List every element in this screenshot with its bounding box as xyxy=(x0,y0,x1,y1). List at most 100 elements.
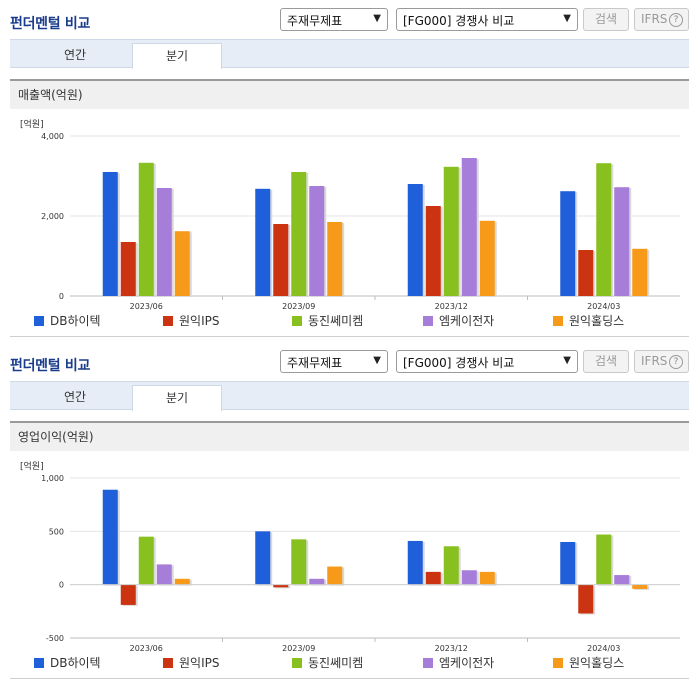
period-tabs: 연간 분기 xyxy=(10,381,689,411)
tab-quarter[interactable]: 분기 xyxy=(132,385,222,411)
bar[interactable] xyxy=(327,222,343,296)
bar[interactable] xyxy=(407,540,423,585)
bar[interactable] xyxy=(174,231,190,296)
legend-swatch xyxy=(292,658,302,668)
bar[interactable] xyxy=(614,187,630,296)
bar[interactable] xyxy=(309,578,325,585)
ifrs-button[interactable]: IFRS? xyxy=(634,8,689,31)
bar[interactable] xyxy=(614,575,630,585)
bar[interactable] xyxy=(273,224,289,296)
bar[interactable] xyxy=(120,242,136,296)
unit-label: [억원] xyxy=(20,462,44,472)
tab-quarter[interactable]: 분기 xyxy=(132,43,222,69)
bar[interactable] xyxy=(479,220,495,296)
section-title: 펀더멘털 비교 xyxy=(10,16,91,32)
unit-label: [억원] xyxy=(20,120,44,130)
x-tick-label: 2024/03 xyxy=(587,644,620,653)
bar[interactable] xyxy=(156,564,172,585)
bar[interactable] xyxy=(425,206,441,296)
operating-profit-chart: -500 0 500 1,000 2023/06 2023/09 2023/12 2024/0… xyxy=(41,474,680,653)
bar[interactable] xyxy=(327,566,343,585)
bar[interactable] xyxy=(560,542,576,585)
bar[interactable] xyxy=(479,571,495,585)
y-tick-label: -500 xyxy=(46,634,64,643)
compare-select[interactable]: [FG000] 경쟁사 비교 ▼ xyxy=(396,8,578,31)
legend-item[interactable]: 동진쎄미켐 xyxy=(292,313,363,331)
legend-swatch xyxy=(423,316,433,326)
legend-item[interactable]: DB하이텍 xyxy=(34,655,101,673)
bar[interactable] xyxy=(255,531,271,585)
bar[interactable] xyxy=(632,584,648,589)
bar[interactable] xyxy=(156,188,172,296)
tab-annual[interactable]: 연간 xyxy=(63,48,87,62)
legend-item[interactable]: 엠케이전자 xyxy=(423,313,494,331)
compare-select[interactable]: [FG000] 경쟁사 비교 ▼ xyxy=(396,350,578,373)
y-tick-label: 500 xyxy=(49,527,64,536)
operating-profit-section: 펀더멘털 비교 주재무제표 ▼ [FG000] 경쟁사 비교 ▼ 검색 IFRS? … xyxy=(0,342,696,684)
help-icon[interactable]: ? xyxy=(669,355,683,369)
bar[interactable] xyxy=(596,534,612,585)
bar[interactable] xyxy=(138,536,154,585)
legend-item[interactable]: 엠케이전자 xyxy=(423,655,494,673)
divider xyxy=(10,336,689,337)
bar[interactable] xyxy=(578,250,594,296)
bar[interactable] xyxy=(596,163,612,296)
bar[interactable] xyxy=(309,186,325,296)
legend-swatch xyxy=(292,316,302,326)
search-button[interactable]: 검색 xyxy=(583,350,629,373)
bar[interactable] xyxy=(102,489,118,585)
divider xyxy=(10,678,689,679)
bar[interactable] xyxy=(461,570,477,585)
bar[interactable] xyxy=(255,188,271,296)
x-tick-label: 2023/06 xyxy=(130,644,163,653)
bar[interactable] xyxy=(632,248,648,296)
legend-swatch xyxy=(423,658,433,668)
legend-label: 엠케이전자 xyxy=(439,314,495,328)
bar[interactable] xyxy=(102,172,118,296)
legend-item[interactable]: 원익IPS xyxy=(163,313,219,331)
tab-annual[interactable]: 연간 xyxy=(63,390,87,404)
bar[interactable] xyxy=(425,571,441,585)
chevron-down-icon: ▼ xyxy=(373,355,381,366)
sales-section: 펀더멘털 비교 주재무제표 ▼ [FG000] 경쟁사 비교 ▼ 검색 IFRS? … xyxy=(10,8,689,337)
legend-swatch xyxy=(163,316,173,326)
legend-swatch xyxy=(553,658,563,668)
bar[interactable] xyxy=(443,166,459,296)
statement-type-select[interactable]: 주재무제표 ▼ xyxy=(280,8,388,31)
legend-item[interactable]: 동진쎄미켐 xyxy=(292,655,363,673)
bar[interactable] xyxy=(120,584,136,605)
legend-item[interactable]: DB하이텍 xyxy=(34,313,101,331)
bar[interactable] xyxy=(443,546,459,585)
statement-type-select[interactable]: 주재무제표 ▼ xyxy=(280,350,388,373)
bar[interactable] xyxy=(560,191,576,296)
legend-swatch xyxy=(34,658,44,668)
legend-item[interactable]: 원익홀딩스 xyxy=(553,655,624,673)
bar[interactable] xyxy=(291,172,307,296)
y-tick-label: 0 xyxy=(59,292,64,301)
bar[interactable] xyxy=(578,584,594,614)
legend-item[interactable]: 원익IPS xyxy=(163,655,219,673)
bar[interactable] xyxy=(174,578,190,585)
section-title: 펀더멘털 비교 xyxy=(10,358,91,374)
chevron-down-icon: ▼ xyxy=(563,13,571,24)
sales-chart: 0 2,000 4,000 2023/06 2023/09 2023/12 2024/03 xyxy=(41,132,680,311)
ifrs-button[interactable]: IFRS? xyxy=(634,350,689,373)
bar[interactable] xyxy=(273,584,289,588)
legend-label: DB하이텍 xyxy=(50,656,101,670)
bar[interactable] xyxy=(461,158,477,296)
bar[interactable] xyxy=(407,184,423,296)
legend-label: DB하이텍 xyxy=(50,314,101,328)
y-tick-label: 1,000 xyxy=(41,474,64,483)
y-tick-label: 0 xyxy=(59,581,64,590)
legend-item[interactable]: 원익홀딩스 xyxy=(553,313,624,331)
search-button[interactable]: 검색 xyxy=(583,8,629,31)
bar[interactable] xyxy=(138,162,154,296)
bar[interactable] xyxy=(291,539,307,585)
x-tick-label: 2023/12 xyxy=(435,644,468,653)
legend-label: 엠케이전자 xyxy=(439,656,495,670)
panel-title: 매출액(억원) xyxy=(10,79,689,109)
help-icon[interactable]: ? xyxy=(669,13,683,27)
legend-swatch xyxy=(553,316,563,326)
y-tick-label: 2,000 xyxy=(41,212,64,221)
legend-label: 원익홀딩스 xyxy=(569,656,625,670)
